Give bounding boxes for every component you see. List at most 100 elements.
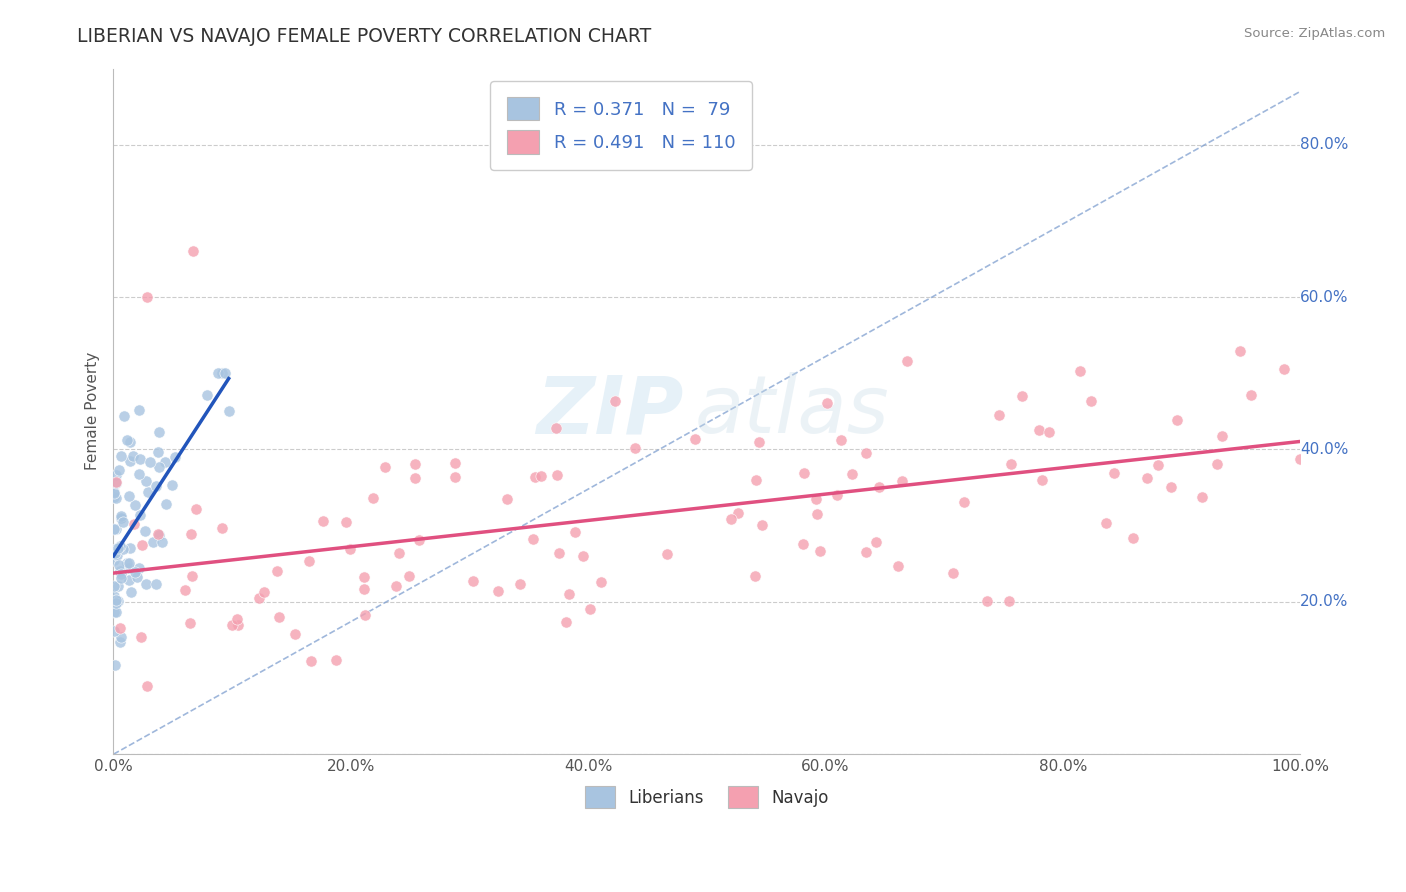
Point [128, 452, 150, 467]
Point [120, 584, 142, 599]
Point [108, 539, 131, 553]
Point [806, 507, 828, 521]
Point [108, 564, 131, 578]
Point [103, 605, 125, 619]
Text: atlas: atlas [695, 372, 890, 450]
Point [1031, 473, 1053, 487]
Point [110, 630, 132, 644]
Point [103, 553, 125, 567]
Point [1080, 394, 1102, 409]
Point [110, 511, 132, 525]
Point [148, 460, 170, 475]
Point [107, 579, 129, 593]
Point [830, 433, 852, 447]
Point [547, 546, 569, 560]
Point [128, 467, 150, 481]
Point [793, 466, 815, 480]
Point [868, 480, 890, 494]
Point [115, 556, 138, 570]
Point [564, 525, 586, 540]
Point [104, 605, 127, 619]
Point [134, 524, 156, 538]
Point [135, 474, 157, 488]
Point [195, 388, 218, 402]
Point [103, 485, 125, 500]
Text: ZIP: ZIP [536, 372, 683, 450]
Point [247, 591, 270, 605]
Point [408, 533, 430, 547]
Point [855, 446, 877, 460]
Point [122, 517, 145, 532]
Point [815, 395, 838, 409]
Point [509, 577, 531, 591]
Point [112, 515, 135, 529]
Point [136, 679, 159, 693]
Point [727, 506, 749, 520]
Point [108, 635, 131, 649]
Point [145, 479, 167, 493]
Point [253, 584, 276, 599]
Point [118, 573, 141, 587]
Point [624, 441, 647, 455]
Point [218, 403, 240, 417]
Point [387, 546, 409, 560]
Point [1191, 491, 1213, 505]
Point [720, 512, 742, 526]
Point [131, 538, 153, 552]
Point [373, 460, 395, 475]
Point [325, 653, 347, 667]
Point [572, 549, 595, 563]
Point [1205, 457, 1227, 471]
Text: Source: ZipAtlas.com: Source: ZipAtlas.com [1244, 27, 1385, 40]
Point [997, 594, 1019, 608]
Point [183, 244, 205, 259]
Text: 60.0%: 60.0% [1301, 290, 1348, 304]
Point [180, 568, 202, 582]
Point [122, 449, 145, 463]
Point [353, 570, 375, 584]
Point [112, 541, 135, 556]
Point [1011, 389, 1033, 403]
Point [1095, 516, 1118, 531]
Point [128, 560, 150, 574]
Point [312, 514, 335, 528]
Point [103, 589, 125, 603]
Point [1038, 425, 1060, 440]
Point [461, 574, 484, 588]
Point [530, 469, 553, 483]
Point [1229, 344, 1251, 359]
Point [486, 583, 509, 598]
Point [173, 583, 195, 598]
Point [153, 455, 176, 469]
Point [117, 434, 139, 448]
Point [444, 470, 467, 484]
Point [110, 511, 132, 525]
Point [225, 612, 247, 626]
Point [104, 546, 127, 560]
Point [125, 570, 148, 584]
Point [110, 571, 132, 585]
Point [335, 515, 357, 529]
Point [148, 528, 170, 542]
Point [135, 290, 157, 304]
Point [353, 582, 375, 597]
Point [118, 561, 141, 575]
Point [1160, 480, 1182, 494]
Point [284, 626, 307, 640]
Point [207, 366, 229, 380]
Point [683, 432, 706, 446]
Point [145, 577, 167, 591]
Point [353, 607, 375, 622]
Point [104, 658, 127, 673]
Point [105, 476, 128, 491]
Point [104, 593, 127, 607]
Point [655, 547, 678, 561]
Point [496, 491, 519, 506]
Point [226, 617, 249, 632]
Point [745, 473, 768, 487]
Point [221, 618, 243, 632]
Point [976, 594, 998, 608]
Point [112, 409, 135, 423]
Point [118, 453, 141, 467]
Point [110, 508, 132, 523]
